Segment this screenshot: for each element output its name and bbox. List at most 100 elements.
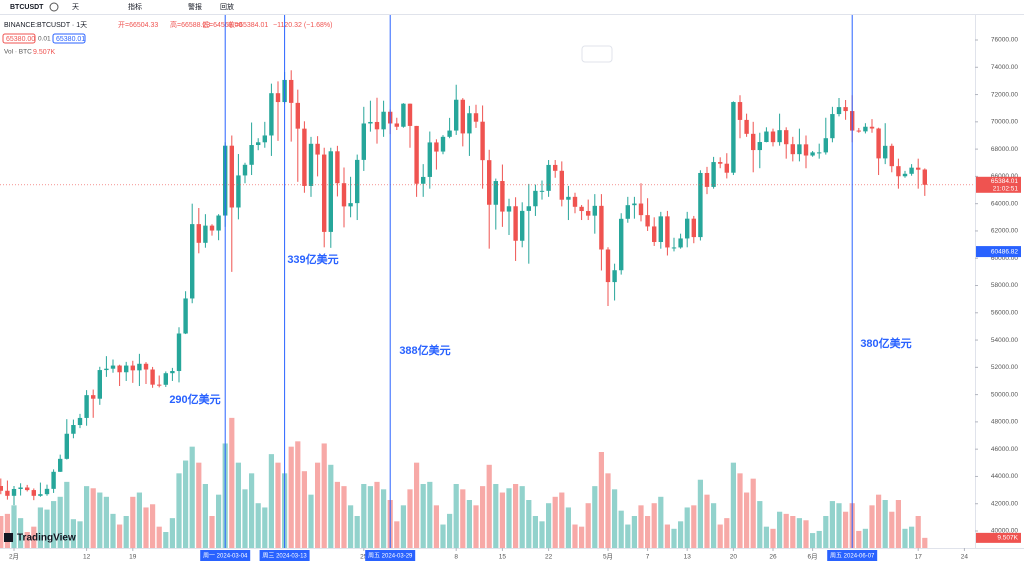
floating-toolbar[interactable] (581, 45, 613, 63)
candle-body (335, 151, 340, 184)
y-tick-label: 70000.00 (991, 119, 1018, 126)
volume-bar (565, 507, 571, 548)
countdown-label: 21:02:51 (993, 186, 1019, 193)
candle-body (757, 142, 762, 151)
volume-bar (519, 486, 525, 548)
bid-price[interactable]: 65380.00 (6, 36, 35, 43)
volume-bar (361, 484, 367, 548)
candle-body (104, 368, 109, 371)
candle-body (269, 93, 274, 136)
annotation: 388亿美元 (399, 343, 450, 357)
volume-bar (539, 521, 545, 548)
candle-body (770, 131, 776, 143)
candle-body (678, 238, 683, 248)
x-tick-label: 8 (454, 554, 458, 561)
candle-body (295, 102, 300, 129)
candle-body (368, 121, 373, 124)
y-tick-label: 50000.00 (991, 391, 1018, 398)
y-tick-label: 54000.00 (991, 337, 1018, 344)
volume-bar (354, 516, 360, 548)
candle-body (196, 224, 201, 243)
symbol-button[interactable]: BTCUSDT (10, 4, 44, 11)
ask-price[interactable]: 65380.01 (56, 36, 85, 43)
candle-body (533, 190, 538, 207)
volume-bar (196, 462, 202, 548)
volume-bar (757, 501, 763, 548)
candle-body (889, 145, 894, 167)
volume-bar (90, 488, 96, 548)
candle-body (863, 126, 868, 132)
crosshair-price-label: 60486.82 (991, 248, 1018, 255)
y-tick-label: 58000.00 (991, 282, 1018, 289)
candle-body (216, 215, 221, 231)
volume-bar (816, 530, 822, 548)
candle-body (407, 103, 413, 126)
x-tick-label: 25 (360, 554, 368, 561)
candle-body (130, 365, 135, 371)
bid-box[interactable] (2, 33, 36, 44)
add-symbol[interactable] (49, 2, 59, 12)
x-tick-label: 13 (684, 554, 692, 561)
volume-tag (976, 532, 1021, 543)
logo-text: TradingView (17, 533, 76, 544)
alert-button[interactable]: 警报 (188, 2, 202, 11)
last-price-label: 65384.01 (991, 178, 1018, 185)
candle-body (143, 363, 149, 370)
volume-bar (473, 505, 479, 548)
candle-body (97, 370, 102, 399)
volume-bar (876, 494, 882, 548)
replay-button[interactable]: 回放 (220, 2, 234, 11)
volume-bar (631, 516, 637, 548)
volume-bar (341, 486, 347, 548)
y-tick-label: 74000.00 (991, 64, 1018, 71)
volume-bar (750, 478, 756, 548)
volume-bar (295, 441, 301, 548)
axes: 40000.00 42000.00 44000.00 46000.00 48000.00… (9, 15, 1021, 561)
candle-body (249, 145, 254, 165)
volume-bar (4, 513, 10, 548)
volume-bar (209, 516, 215, 548)
indicators-button[interactable]: 指标 (128, 2, 142, 11)
volume-bar (57, 496, 63, 548)
interval-button[interactable]: 天 (72, 3, 79, 11)
volume-bar (143, 507, 149, 548)
candle-body (500, 181, 505, 212)
ask-box[interactable] (52, 33, 86, 44)
volume-bar (381, 489, 387, 548)
candle-body (817, 152, 822, 154)
candle-body (645, 215, 650, 227)
legend-symbol: BINANCE:BTCUSDT · 1天 (4, 21, 87, 29)
volume-bar (11, 505, 17, 548)
x-tick-label: 22 (545, 554, 553, 561)
volume-bar (103, 496, 109, 548)
candle-body (909, 167, 914, 174)
volume-bar (552, 496, 558, 548)
x-tick-label: 19 (129, 554, 137, 561)
y-tick-label: 56000.00 (991, 309, 1018, 316)
volume-bar (97, 492, 103, 548)
volume-bar (367, 486, 373, 548)
volume-bar (18, 518, 24, 548)
candle-body (163, 373, 168, 385)
candle-body (836, 107, 842, 115)
legend-high: 高=66588.23 (170, 20, 210, 29)
candle-body (579, 206, 584, 212)
volume-bar (717, 524, 723, 548)
volume-bar (843, 511, 849, 548)
candle-body (691, 218, 696, 238)
candle-body (685, 218, 690, 239)
volume-bar (658, 496, 664, 548)
candle-body (242, 164, 248, 176)
volume-bar (711, 503, 717, 548)
volume-bar (229, 417, 235, 548)
candle-body (447, 130, 452, 137)
volume-bar (334, 481, 340, 548)
candle-body (460, 99, 465, 134)
volume-bar (0, 516, 4, 548)
candle-body (902, 173, 908, 177)
volume-bar (678, 521, 684, 548)
marker-label: 周五 2024-03-29 (368, 553, 413, 560)
volume-bar (427, 481, 433, 548)
candle-body (724, 163, 729, 173)
volume-bar (618, 510, 624, 548)
